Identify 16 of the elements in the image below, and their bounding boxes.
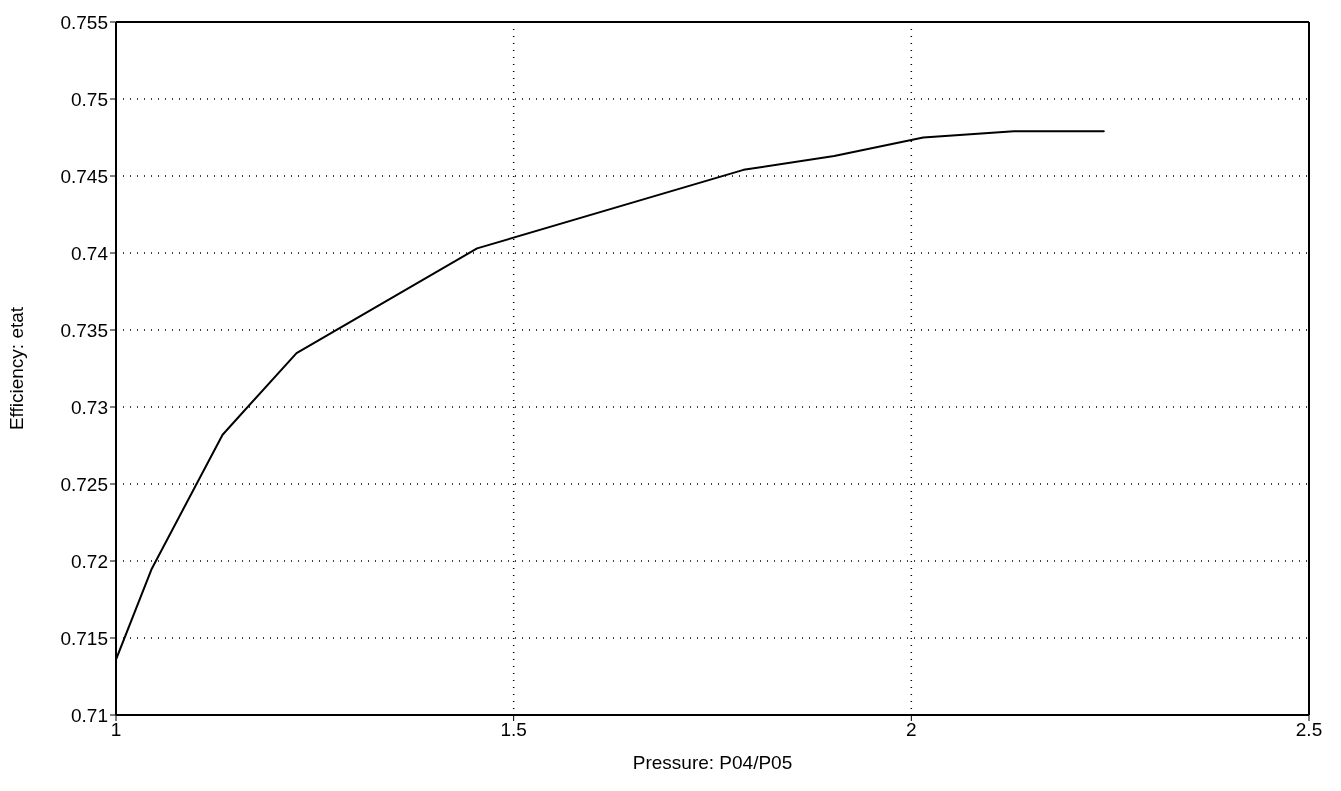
y-tick-label: 0.72: [71, 550, 108, 572]
x-tick-label: 2.5: [1295, 719, 1323, 741]
y-tick-label: 0.73: [71, 396, 108, 418]
y-tick-label: 0.75: [71, 88, 108, 110]
x-tick-label: 2: [906, 719, 917, 741]
y-tick-label: 0.725: [60, 473, 108, 495]
y-tick-label: 0.71: [71, 704, 108, 726]
x-tick-label: 1.5: [500, 719, 527, 741]
y-tick-label: 0.745: [60, 165, 108, 187]
y-tick-label: 0.74: [71, 242, 109, 264]
x-tick-label: 1: [110, 719, 122, 741]
y-axis-title: Efficiency: etat: [5, 306, 27, 431]
x-axis-title: Pressure: P04/P05: [632, 752, 793, 773]
y-tick-label: 0.755: [60, 11, 108, 33]
y-tick-label: 0.735: [60, 319, 108, 341]
y-tick-label: 0.715: [60, 627, 108, 649]
